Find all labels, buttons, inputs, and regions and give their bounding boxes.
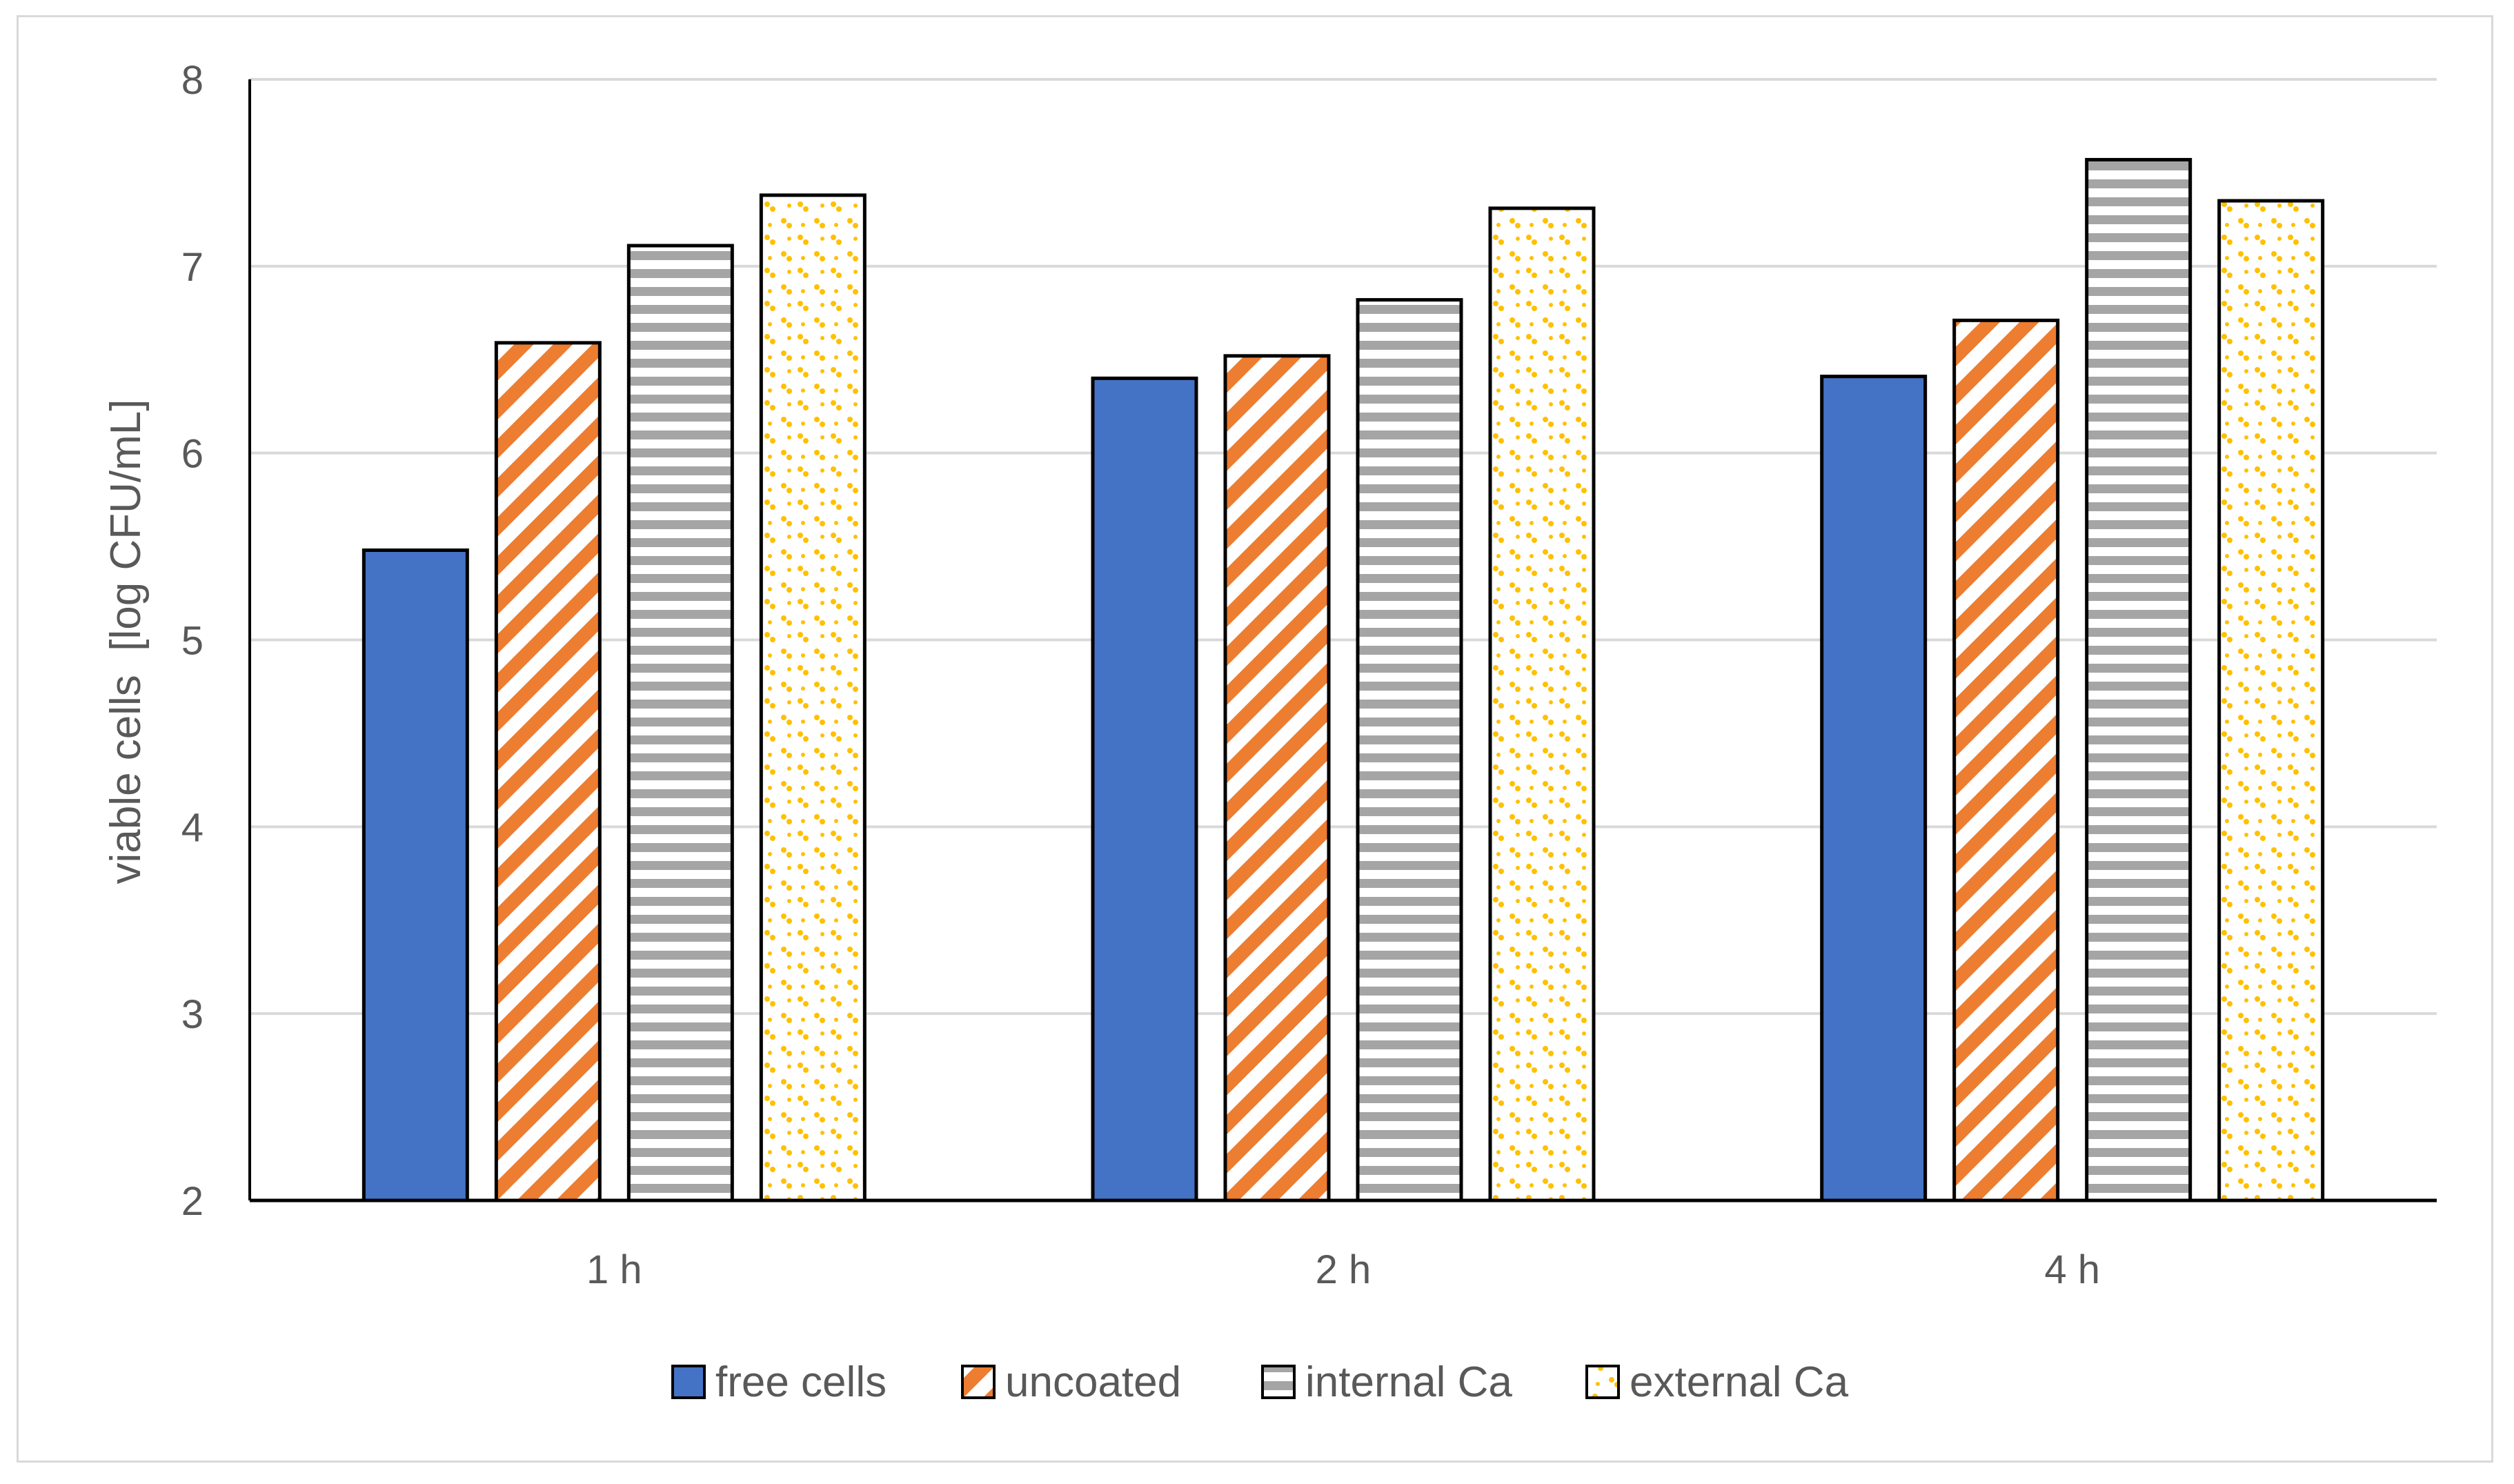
bar-free-cells-4h — [1820, 375, 1928, 1203]
bar-external-Ca-1h — [759, 193, 867, 1203]
bar-internal-Ca-1h — [626, 244, 734, 1203]
bar-free-cells-1h — [362, 548, 469, 1203]
x-tick-label: 4 h — [2044, 1247, 2100, 1292]
chart-frame — [17, 15, 2493, 1463]
legend-swatch-uncoated — [961, 1365, 996, 1399]
axes — [248, 79, 2437, 1203]
legend-label-uncoated: uncoated — [1005, 1358, 1181, 1406]
bar-internal-Ca-4h — [2085, 157, 2193, 1203]
legend-label-free-cells: free cells — [715, 1358, 887, 1406]
y-tick-labels: 2 3 4 5 6 7 8 — [181, 58, 204, 1224]
bars — [362, 157, 2325, 1203]
bar-uncoated-2h — [1223, 354, 1331, 1203]
legend-label-internal-Ca: internal Ca — [1305, 1358, 1512, 1406]
x-tick-label: 1 h — [586, 1247, 642, 1292]
x-tick-label: 2 h — [1316, 1247, 1372, 1292]
bar-uncoated-1h — [494, 341, 602, 1203]
y-tick-label: 3 — [181, 992, 204, 1037]
bar-external-Ca-2h — [1488, 206, 1596, 1203]
y-axis-label: viable cells [log CFU/mL] — [102, 399, 150, 884]
legend: free cells uncoated internal Ca external Ca — [671, 1358, 1849, 1406]
bar-uncoated-4h — [1952, 318, 2060, 1203]
y-tick-label: 7 — [181, 245, 204, 290]
bar-external-Ca-4h — [2217, 199, 2325, 1203]
y-tick-label: 4 — [181, 805, 204, 850]
legend-swatch-external-Ca — [1585, 1365, 1620, 1399]
bar-free-cells-2h — [1091, 376, 1198, 1203]
legend-swatch-internal-Ca — [1261, 1365, 1296, 1399]
gridlines — [250, 78, 2437, 1016]
legend-label-external-Ca: external Ca — [1630, 1358, 1849, 1406]
y-tick-label: 6 — [181, 432, 204, 477]
bar-internal-Ca-2h — [1356, 298, 1463, 1203]
legend-swatch-free-cells — [671, 1365, 706, 1399]
x-tick-labels: 1 h 2 h 4 h — [586, 1247, 2100, 1292]
y-tick-label: 2 — [181, 1179, 204, 1224]
y-tick-label: 5 — [181, 619, 204, 664]
y-tick-label: 8 — [181, 58, 204, 103]
